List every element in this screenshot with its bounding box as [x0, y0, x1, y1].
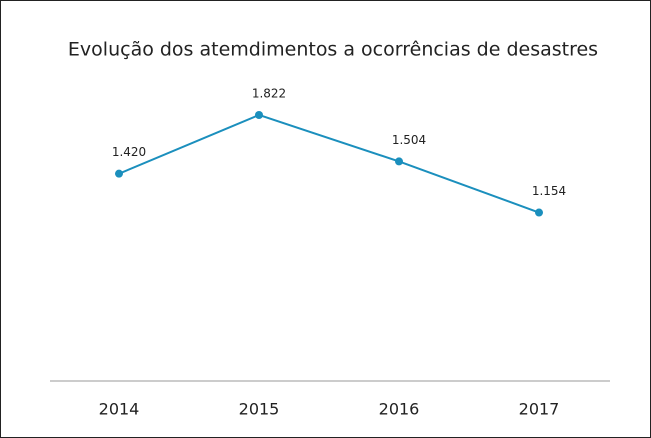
point [255, 110, 263, 119]
x-tick-label: 2014 [99, 400, 140, 419]
x-tick-label: 2016 [379, 400, 420, 419]
point [395, 157, 403, 166]
line [118, 113, 540, 214]
data-label: 1.504 [392, 133, 426, 147]
point [535, 208, 543, 217]
data-label: 1.822 [252, 86, 286, 100]
chart-title: Evolução dos atemdimentos a ocorrências … [68, 39, 598, 61]
point [115, 169, 123, 178]
data-label: 1.154 [532, 184, 566, 198]
x-tick-label: 2015 [239, 400, 280, 419]
data-label: 1.420 [112, 145, 146, 159]
x-tick-label: 2017 [519, 400, 560, 419]
